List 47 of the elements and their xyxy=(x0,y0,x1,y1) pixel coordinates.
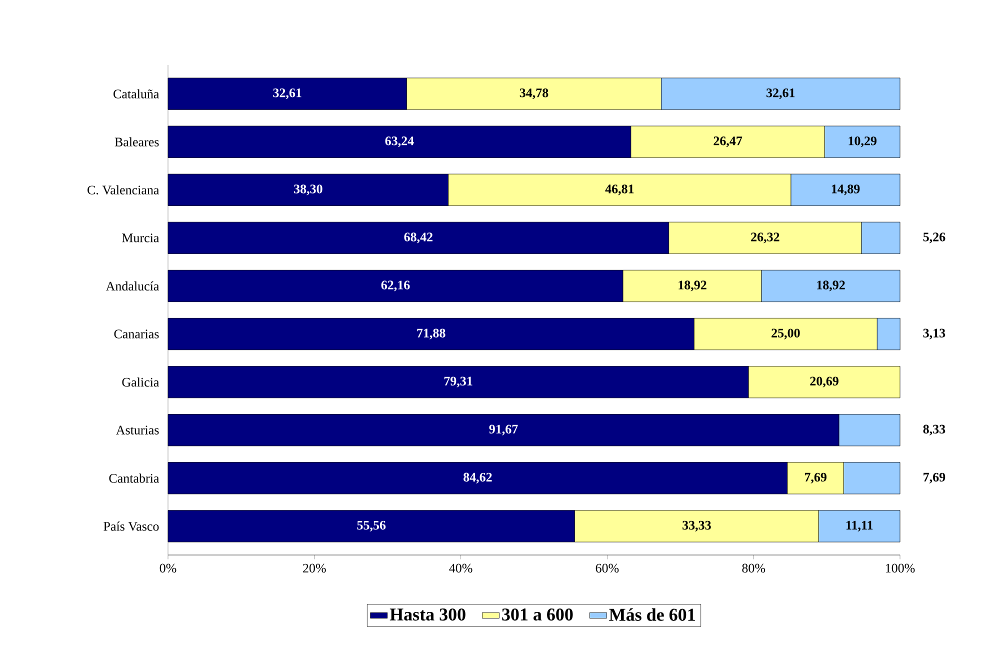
y-tick-label: Galicia xyxy=(122,377,160,387)
y-tick-label: Baleares xyxy=(114,137,159,146)
data-label: 62,16 xyxy=(381,280,410,292)
data-label: 91,67 xyxy=(489,424,518,436)
data-label: 33,33 xyxy=(682,520,711,532)
legend-label: Hasta 300 xyxy=(390,608,466,621)
data-label: 63,24 xyxy=(385,136,414,148)
data-label: 79,31 xyxy=(444,376,472,388)
y-tick-label: Asturias xyxy=(116,426,159,434)
data-label: 7,69 xyxy=(804,472,826,484)
y-tick-label: País Vasco xyxy=(104,522,159,531)
data-label: 18,92 xyxy=(678,280,706,292)
legend-label: Más de 601 xyxy=(609,608,695,621)
data-label: 5,26 xyxy=(923,232,946,244)
x-tick-label: 100% xyxy=(886,564,915,573)
data-label: 84,62 xyxy=(464,472,492,484)
data-label: 26,47 xyxy=(714,136,742,148)
data-label: 38,30 xyxy=(294,184,322,196)
data-label: 11,11 xyxy=(846,520,873,532)
data-label: 34,78 xyxy=(520,88,548,100)
x-tick-label: 80% xyxy=(742,564,766,573)
y-tick-label: C. Valenciana xyxy=(88,185,160,195)
y-tick-label: Andalucía xyxy=(106,281,160,291)
data-label: 32,61 xyxy=(766,88,795,100)
data-label: 68,42 xyxy=(404,232,432,244)
data-label: 26,32 xyxy=(751,232,780,244)
data-label: 46,81 xyxy=(605,184,634,196)
data-label: 71,88 xyxy=(417,328,446,340)
data-label: 14,89 xyxy=(832,184,860,196)
data-label: 10,29 xyxy=(848,136,877,148)
data-label: 25,00 xyxy=(772,328,800,340)
x-tick-label: 20% xyxy=(303,564,326,573)
data-label: 55,56 xyxy=(357,520,386,532)
y-tick-label: Cantabria xyxy=(109,474,160,483)
y-tick-label: Cataluña xyxy=(114,89,160,98)
x-tick-label: 0% xyxy=(160,564,176,573)
data-label: 32,61 xyxy=(273,88,302,100)
data-label: 18,92 xyxy=(817,280,845,292)
y-tick-label: Murcia xyxy=(122,234,160,242)
data-label: 20,69 xyxy=(810,376,838,388)
x-tick-label: 60% xyxy=(596,564,619,573)
data-label: 7,69 xyxy=(924,472,946,484)
data-label: 8,33 xyxy=(923,424,946,436)
y-tick-label: Canarias xyxy=(114,330,159,338)
data-label: 3,13 xyxy=(923,328,946,340)
x-tick-label: 40% xyxy=(449,564,472,573)
legend-label: 301 a 600 xyxy=(502,608,573,621)
